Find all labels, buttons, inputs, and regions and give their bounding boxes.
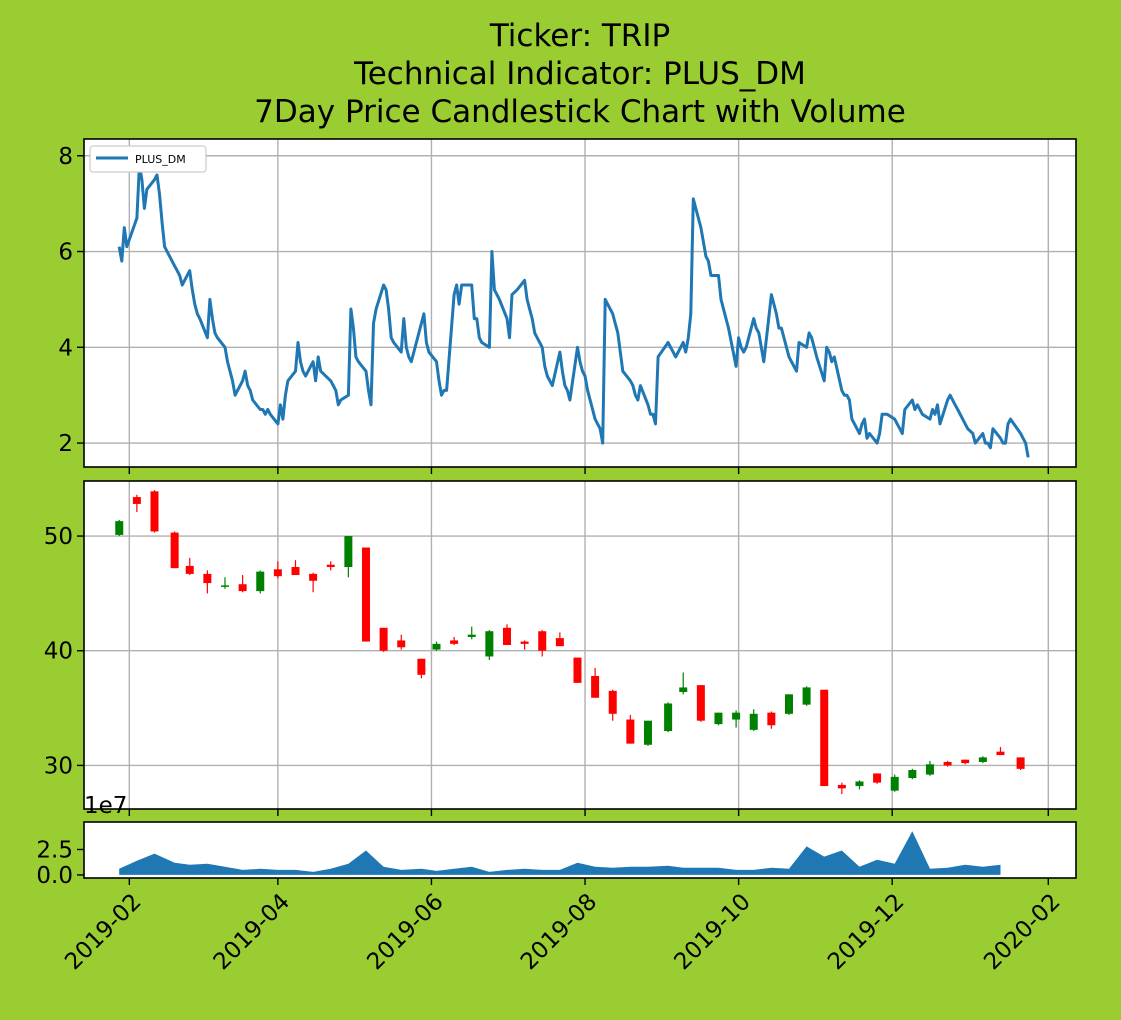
price-grid [84,481,1076,809]
candle-body-down [837,784,846,789]
candle-body-down [417,658,426,675]
candle-body-down [538,631,547,651]
candle-body-up [890,776,899,791]
candlesticks [115,490,1025,795]
candle-body-down [573,657,582,683]
candle-body-down [326,564,335,568]
candle-body-up [749,713,758,730]
indicator-frame [83,138,1077,468]
y-tick-label: 40 [44,639,73,665]
candle-body-up [908,770,917,779]
candle-body-up [679,687,688,693]
candle-body-up [467,634,476,637]
candle-body-down [185,565,194,574]
y-tick-label: 0.0 [36,863,73,889]
indicator-grid [84,139,1076,467]
candle-body-up [714,712,723,725]
candle-body-down [696,685,705,721]
candle-body-down [291,567,300,576]
chart-title-line-3: 7Day Price Candlestick Chart with Volume [254,94,906,130]
volume-area [119,831,1001,875]
candle-body-up [855,781,864,787]
y-tick-label: 2 [58,431,73,457]
y-tick-label: 2.5 [36,837,73,863]
volume-y-axis: 0.02.5 [36,837,84,889]
candle-body-up [432,643,441,650]
candle-body-down [820,689,829,787]
candle-body-down [238,584,247,592]
price-y-axis: 30 40 50 [44,524,84,779]
indicator-panel: 2 4 6 8 PLUS_DM [58,138,1077,474]
legend-box [89,145,207,173]
candle-body-down [961,759,970,764]
candle-body-down [996,751,1005,756]
candle-body-down [273,569,282,577]
legend-label: PLUS_DM [135,153,186,166]
candle-body-up [256,571,265,592]
candle-body-down [626,719,635,744]
y-tick-label: 4 [58,335,73,361]
candle-body-down [943,761,952,766]
candle-body-up [643,720,652,745]
plus-dm-line [117,163,1030,458]
price-panel: 30 40 50 [44,480,1077,816]
y-tick-label: 8 [58,144,73,170]
candle-body-down [309,573,318,581]
candle-body-down [150,491,159,532]
candle-body-down [591,675,600,698]
candle-body-down [450,640,459,644]
candle-body-down [873,773,882,783]
price-frame [83,480,1077,810]
y-tick-label: 6 [58,240,73,266]
price-plot-area [84,481,1076,809]
candle-body-up [115,521,124,535]
indicator-legend: PLUS_DM [89,145,207,173]
volume-offset-label: 1e7 [84,793,127,819]
candle-body-down [502,627,511,645]
candle-body-down [520,641,529,644]
y-tick-label: 30 [44,753,73,779]
candle-body-down [1016,757,1025,769]
chart-title-line-1: Ticker: TRIP [489,18,670,54]
candle-body-up [925,764,934,775]
indicator-plot-area [84,139,1076,467]
candle-body-down [132,497,141,504]
y-tick-label: 50 [44,524,73,550]
candle-body-down [203,573,212,584]
candle-body-down [170,532,179,569]
candle-body-down [379,627,388,651]
candle-body-down [767,712,776,726]
candle-body-up [978,757,987,762]
candle-body-down [555,638,564,647]
price-x-ticks [128,809,1050,816]
candle-body-up [485,631,494,657]
chart-title-line-2: Technical Indicator: PLUS_DM [353,56,806,92]
candle-body-down [361,547,370,642]
indicator-y-axis: 2 4 6 8 [58,144,84,457]
indicator-x-ticks [128,467,1050,474]
volume-frame [83,821,1077,879]
candle-body-up [664,703,673,732]
candle-body-down [397,640,406,648]
candle-body-up [732,712,741,720]
candle-body-up [344,536,353,568]
candle-body-up [220,585,229,587]
candle-body-down [608,690,617,714]
candle-body-up [784,694,793,714]
candle-body-up [802,687,811,705]
